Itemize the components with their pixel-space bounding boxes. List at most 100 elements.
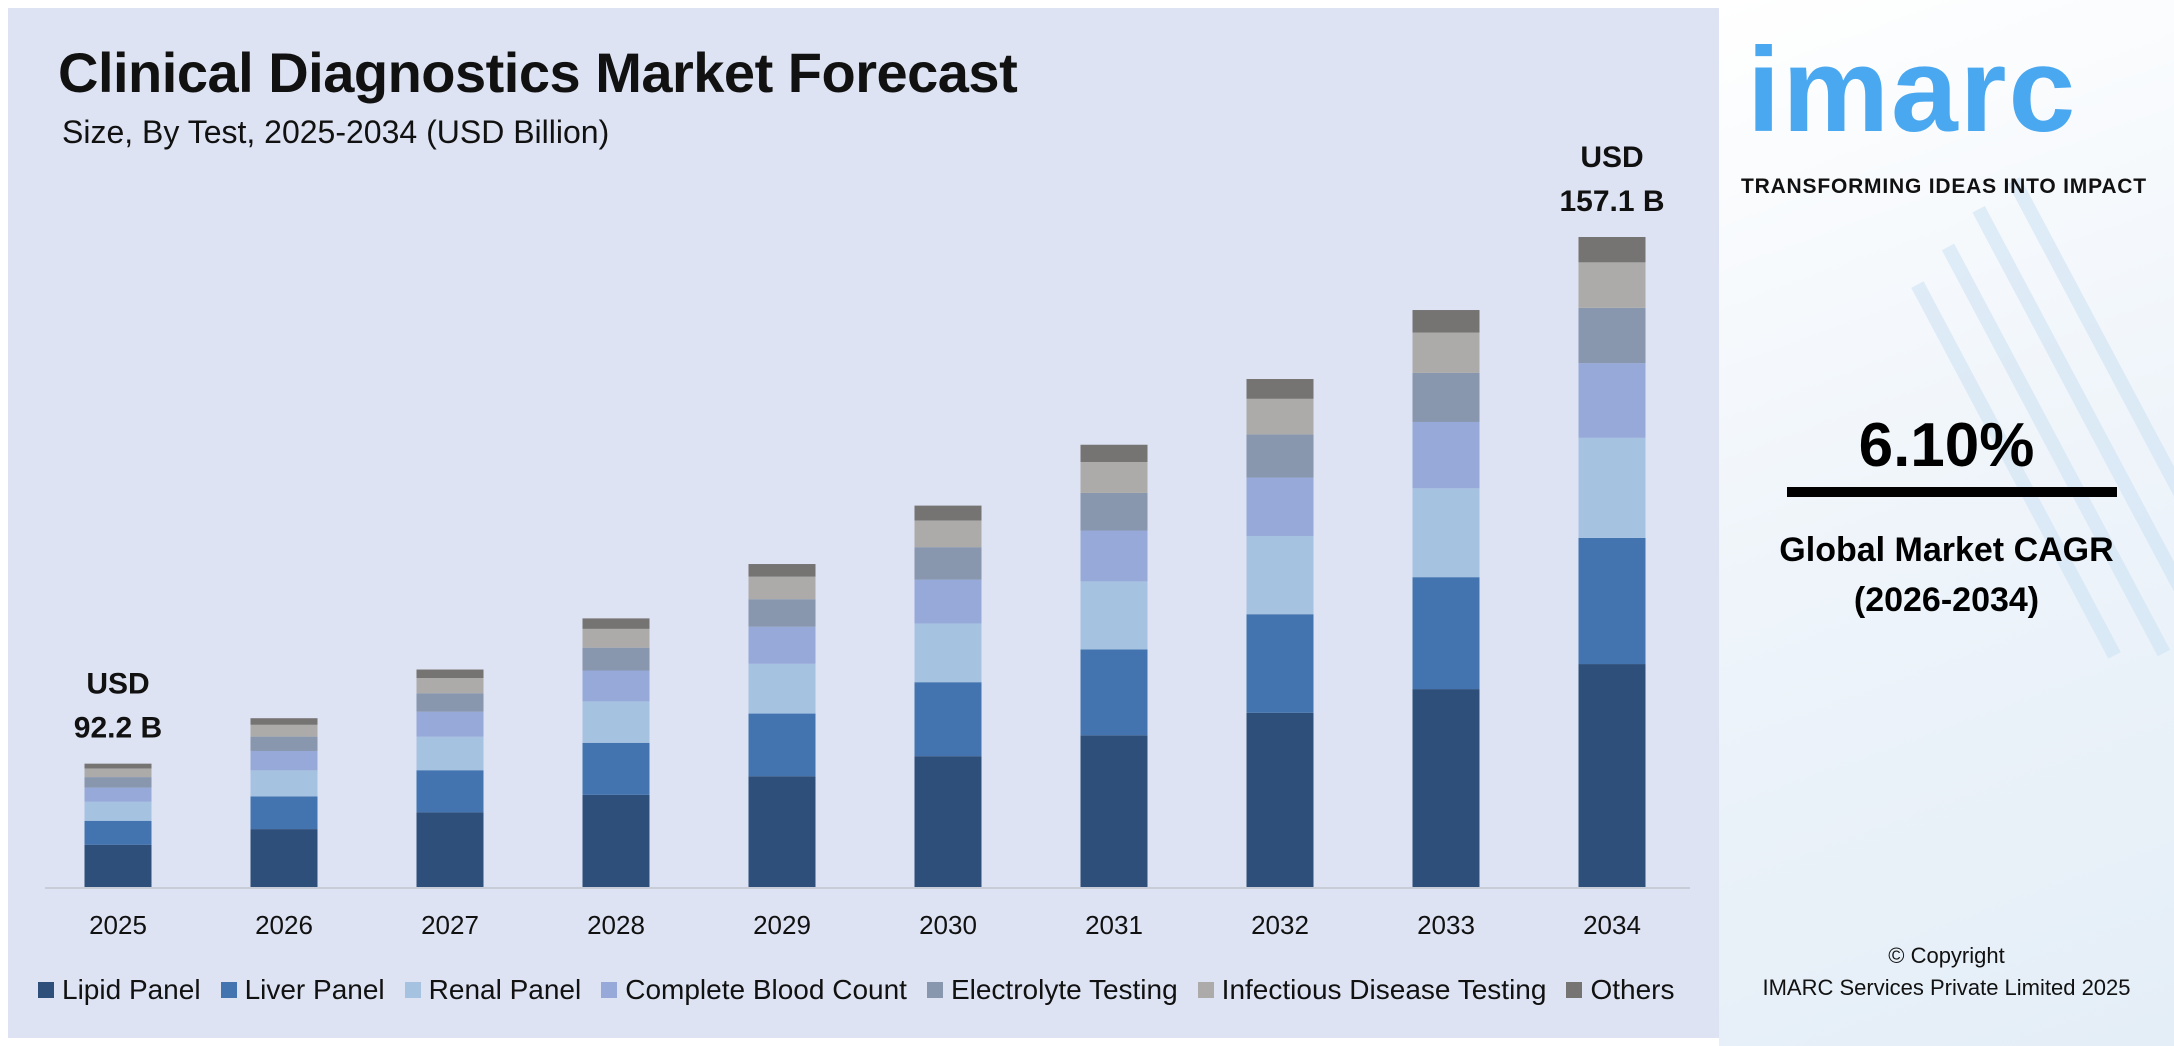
bar-segment-renal-panel [416, 736, 484, 771]
legend-swatch [926, 982, 943, 998]
legend-label: Electrolyte Testing [950, 974, 1178, 1005]
bar-segment-lipid-panel [1412, 689, 1480, 887]
bar-segment-liver-panel [1412, 577, 1480, 690]
legend-label: Renal Panel [428, 974, 582, 1005]
legend: Lipid Panel Liver Panel Renal Panel Complet… [38, 974, 1674, 1006]
bar-segment-electrolyte-testing [1246, 434, 1314, 478]
bar-segment-electrolyte-testing [84, 777, 152, 788]
bar-segment-electrolyte-testing [748, 599, 816, 627]
bar-segment-others [1080, 444, 1148, 462]
bar-segment-infectious-disease-testing [582, 628, 650, 648]
bar-segment-infectious-disease-testing [748, 576, 816, 600]
bar-segment-electrolyte-testing [1080, 492, 1148, 531]
bar-segment-lipid-panel [1246, 712, 1314, 887]
legend-item: Electrolyte Testing [926, 974, 1178, 1006]
bar-segment-complete-blood-count [416, 711, 484, 737]
legend-item: Others [1566, 974, 1674, 1006]
bar-segment-lipid-panel [914, 756, 982, 887]
legend-item: Infectious Disease Testing [1197, 974, 1546, 1006]
bar-segment-infectious-disease-testing [416, 678, 484, 694]
bar-segment-others [84, 763, 152, 769]
logo-wordmark: imarc [1747, 23, 2078, 157]
bar-segment-complete-blood-count [582, 670, 650, 702]
legend-item: Liver Panel [220, 974, 385, 1006]
bar-segment-liver-panel [250, 796, 318, 830]
x-tick-label: 2027 [421, 910, 479, 940]
copyright-line2: IMARC Services Private Limited 2025 [1762, 975, 2131, 1000]
bar-segment-others [1246, 379, 1314, 399]
cagr-label-line2: (2026-2034) [1853, 581, 2040, 619]
bar-segment-complete-blood-count [1246, 477, 1314, 536]
cagr-divider [1787, 487, 2117, 497]
bar-segment-lipid-panel [1578, 664, 1646, 887]
legend-item: Lipid Panel [38, 974, 201, 1006]
bar-segment-liver-panel [1246, 614, 1314, 713]
legend-swatch [601, 982, 618, 998]
stacked-bar-chart: 2025 USD 92.2 B 2026 2027 2028 2029 2030 2031 203… [45, 141, 1690, 940]
legend-swatch [220, 982, 237, 998]
bar-segment-others [582, 618, 650, 629]
bar-segment-infectious-disease-testing [914, 520, 982, 548]
bar-segment-complete-blood-count [84, 787, 152, 802]
cagr-value: 6.10% [1858, 411, 2035, 480]
data-label-value: 157.1 B [1559, 185, 1664, 218]
bar-segment-liver-panel [1080, 649, 1148, 736]
bar-segment-renal-panel [914, 623, 982, 683]
legend-label: Liver Panel [244, 974, 385, 1005]
bar-segment-infectious-disease-testing [1412, 332, 1480, 373]
bar-segment-liver-panel [416, 770, 484, 813]
bar-segment-others [748, 564, 816, 577]
bar-segment-electrolyte-testing [416, 693, 484, 712]
chart-title: Clinical Diagnostics Market Forecast [58, 41, 1018, 104]
legend-swatch [1566, 982, 1583, 998]
bar-segment-electrolyte-testing [582, 647, 650, 671]
x-tick-label: 2033 [1417, 910, 1475, 940]
bar-segment-electrolyte-testing [250, 736, 318, 751]
bar-segment-complete-blood-count [914, 579, 982, 624]
x-tick-label: 2031 [1085, 910, 1143, 940]
bar-segment-others [914, 505, 982, 521]
legend-label: Others [1590, 974, 1675, 1005]
bar-segment-renal-panel [1578, 437, 1646, 538]
legend-label: Complete Blood Count [625, 974, 907, 1005]
bar-segment-renal-panel [582, 701, 650, 743]
bar-segment-infectious-disease-testing [1246, 398, 1314, 435]
bar-segment-renal-panel [1080, 581, 1148, 650]
x-tick-label: 2025 [89, 910, 147, 940]
data-label-currency: USD [86, 668, 149, 701]
bar-segment-complete-blood-count [1578, 363, 1646, 438]
bar-segment-lipid-panel [250, 829, 318, 887]
bar-segment-lipid-panel [748, 776, 816, 887]
bar-segment-lipid-panel [1080, 735, 1148, 887]
bar-segment-others [1578, 237, 1646, 263]
x-tick-label: 2026 [255, 910, 313, 940]
bar-segment-electrolyte-testing [1578, 307, 1646, 364]
bar-segment-complete-blood-count [250, 750, 318, 771]
bar-segment-renal-panel [84, 801, 152, 821]
bar-segment-others [416, 669, 484, 679]
bar-segment-others [1412, 310, 1480, 333]
legend-item: Renal Panel [404, 974, 582, 1006]
legend-swatch [1197, 982, 1214, 998]
bar-segment-renal-panel [1412, 488, 1480, 578]
chart-subtitle: Size, By Test, 2025-2034 (USD Billion) [62, 114, 610, 150]
tagline: TRANSFORMING IDEAS INTO IMPACT [1741, 175, 2147, 198]
bar-segment-liver-panel [84, 820, 152, 845]
bar-segment-infectious-disease-testing [250, 724, 318, 737]
cagr-label-line1: Global Market CAGR [1779, 531, 2114, 569]
legend-swatch [38, 982, 54, 998]
bar-segment-complete-blood-count [1412, 421, 1480, 489]
copyright: © Copyright IMARC Services Private Limit… [1719, 940, 2174, 1004]
bar-segment-electrolyte-testing [914, 547, 982, 580]
cagr-label: Global Market CAGR (2026-2034) [1719, 525, 2174, 625]
bar-segment-infectious-disease-testing [1080, 461, 1148, 493]
copyright-line1: © Copyright [1888, 943, 2005, 968]
data-label-value: 92.2 B [74, 712, 162, 745]
bar-segment-renal-panel [748, 663, 816, 714]
x-tick-label: 2028 [587, 910, 645, 940]
bar-segment-infectious-disease-testing [84, 768, 152, 778]
bar-segment-liver-panel [748, 713, 816, 777]
info-panel: imarc TRANSFORMING IDEAS INTO IMPACT 6.1… [1719, 0, 2174, 1046]
bar-segment-electrolyte-testing [1412, 372, 1480, 422]
legend-label: Lipid Panel [62, 974, 201, 1005]
